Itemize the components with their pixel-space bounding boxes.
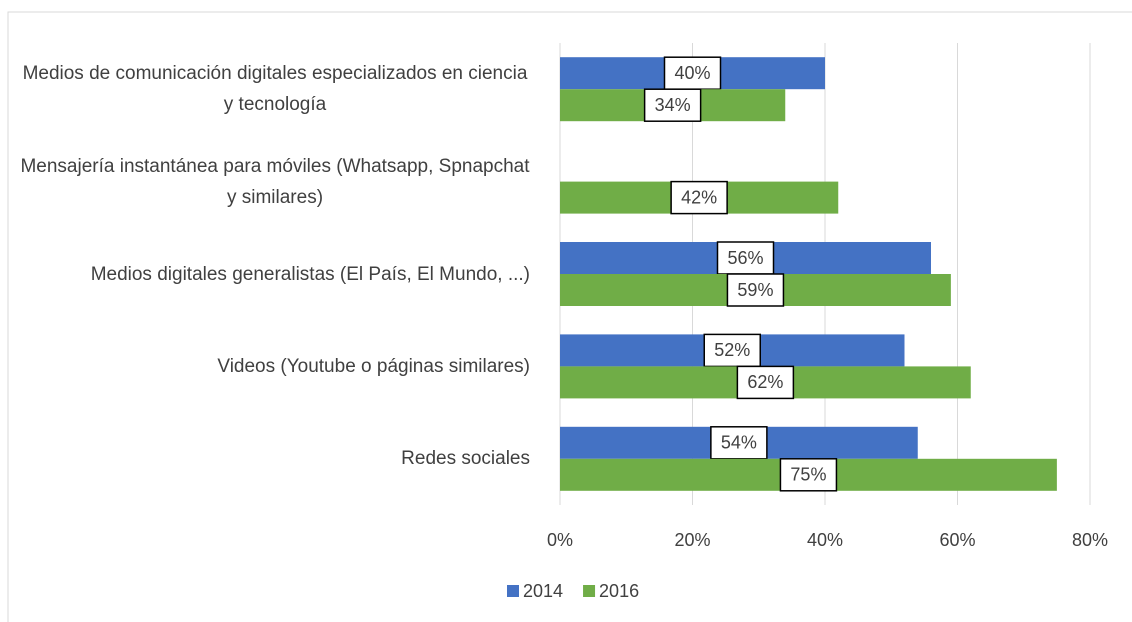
data-label-box xyxy=(779,458,838,492)
data-label-box xyxy=(703,333,761,368)
legend-label: 2016 xyxy=(599,581,639,601)
data-label-box xyxy=(643,88,702,122)
category-label-box: Redes sociales xyxy=(401,419,530,499)
data-label: 62% xyxy=(747,372,783,392)
category-label: Medios digitales generalistas (El País, … xyxy=(90,263,530,285)
legend-swatch xyxy=(583,585,596,597)
x-tick-label: 60% xyxy=(939,530,975,550)
category-label: Videos (Youtube o páginas similares) xyxy=(217,355,530,377)
data-label-box xyxy=(736,365,795,400)
data-label: 40% xyxy=(674,63,710,83)
data-label: 56% xyxy=(727,248,763,268)
chart-border xyxy=(7,11,1132,622)
x-tick-label: 0% xyxy=(547,530,573,550)
data-label-box xyxy=(726,273,785,307)
legend-label: 2014 xyxy=(523,581,563,601)
x-tick-label: 80% xyxy=(1072,530,1108,550)
data-label-box xyxy=(710,426,768,460)
data-label: 59% xyxy=(737,280,773,300)
x-tick-label: 20% xyxy=(674,530,710,550)
category-label: Mensajería instantánea para móviles (Wha… xyxy=(20,155,530,208)
category-label-box: Medios de comunicación digitales especia… xyxy=(20,49,530,129)
category-label-box: Medios digitales generalistas (El País, … xyxy=(91,234,530,314)
category-label-box: Videos (Youtube o páginas similares) xyxy=(217,326,530,406)
data-label-box xyxy=(716,241,775,275)
x-tick-label: 40% xyxy=(807,530,843,550)
category-label-box: Mensajería instantánea para móviles (Wha… xyxy=(20,142,530,222)
data-label: 34% xyxy=(655,95,691,115)
data-label: 54% xyxy=(721,433,757,453)
category-label: Redes sociales xyxy=(401,448,530,470)
data-label: 75% xyxy=(790,465,826,485)
legend-swatch xyxy=(507,585,519,597)
data-label: 52% xyxy=(714,340,750,360)
category-label: Medios de comunicación digitales especia… xyxy=(22,63,528,116)
data-label: 42% xyxy=(681,187,717,207)
data-label-box xyxy=(670,180,728,215)
